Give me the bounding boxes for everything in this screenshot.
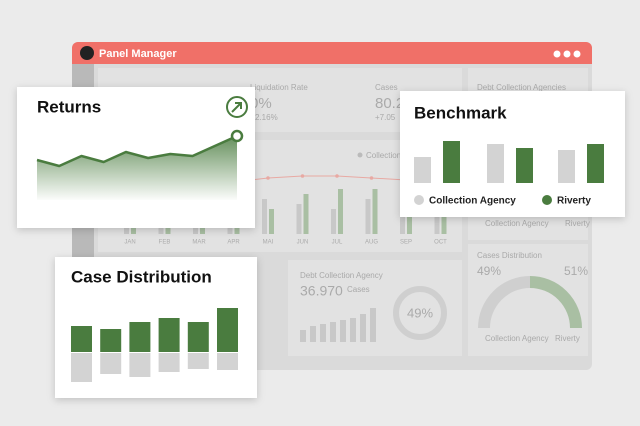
legend-swatch [542,195,552,205]
agency-bar [360,314,366,342]
stat-change: +7.05 [375,113,396,122]
bg-line-point [266,176,270,180]
card-title: Benchmark [414,103,507,122]
legend-label: Riverty [565,219,590,228]
bg-bar [331,209,336,234]
month-label: AUG [365,240,378,246]
window-dot [553,50,561,58]
gauge-right-arc [529,276,582,329]
month-label: MAR [192,240,206,246]
agency-value: 36.970 [300,283,343,299]
upper-bar [187,322,209,352]
lower-bar [187,353,209,369]
lower-bar [217,353,238,370]
bg-bar [365,199,371,234]
bg-bar [269,209,274,234]
returns-area [37,136,237,200]
legend-label: Collection Agency [429,196,516,207]
legend-label: Collection Agency [485,334,549,343]
gauge-right: 51% [564,264,588,278]
agency-bar [310,326,316,342]
bg-bar [407,204,412,234]
lower-bar [129,353,151,377]
agency-bar [330,322,336,342]
benchmark-bar [487,144,504,183]
upper-bar [129,322,151,352]
month-label: JAN [124,240,135,246]
agency-unit: Cases [347,285,370,294]
upper-bar [71,326,92,352]
window-dot [573,50,581,58]
bg-line-point [335,174,339,178]
agency-bar [370,308,376,342]
stat-change: 2.16% [255,113,278,122]
arrow-icon[interactable] [226,96,248,118]
agency-bar [300,330,306,342]
bg-bar [296,204,302,234]
bg-bar [338,189,343,234]
upper-bar [158,318,180,352]
card-title: Case Distribution [71,267,212,286]
month-label: MAI [263,240,274,246]
month-label: OCT [434,240,447,246]
bg-bar [434,209,440,234]
bg-bar [262,199,267,234]
agency-bar [340,320,346,342]
card-title: Returns [37,97,101,116]
legend-dot [357,152,363,158]
lower-bar [100,353,122,374]
month-label: SEP [400,240,412,246]
gauge-left-arc [478,276,531,329]
donut-label: 49% [407,305,433,320]
upper-bar [217,308,238,352]
legend-label: Collection Agency [485,219,549,228]
month-label: APR [227,240,240,246]
donut [393,286,447,340]
arrow-glyph [231,102,242,113]
returns-end-point [230,129,244,143]
stat-label: Liquidation Rate [250,83,308,92]
bg-line-point [369,176,374,180]
gauge-left: 49% [477,264,501,278]
legend-label: Collection Agency [366,151,430,160]
panel-title: Debt Collection Agencies [477,83,566,92]
month-label: JUN [297,240,309,246]
stat-value: 80.2 [375,95,404,112]
legend-swatch [414,195,424,205]
bg-bar [124,224,129,234]
stat-label: Cases [375,83,398,92]
lower-bar [158,353,180,372]
benchmark-bar [558,150,575,183]
bg-bar [303,194,309,234]
lower-bar [71,353,92,382]
benchmark-bar [587,144,604,183]
benchmark-bar [516,148,533,183]
window-dot [563,50,571,58]
month-label: JUL [332,240,343,246]
panel-title: Debt Collection Agency [300,271,383,280]
bg-line-point [300,174,305,178]
panel-title: Cases Distribution [477,251,542,260]
window-title: Panel Manager [99,48,177,60]
legend-label: Riverty [555,334,580,343]
returns-line [36,134,238,168]
app-logo [80,46,94,60]
benchmark-bar [414,157,431,183]
agency-bar [350,318,356,342]
stat-value: 0% [250,95,272,112]
title-bar [72,42,592,64]
benchmark-bar [443,141,460,183]
agency-bar [320,324,326,342]
bg-bar [372,189,378,234]
upper-bar [100,329,122,352]
legend-label: Riverty [557,196,591,207]
month-label: FEB [159,240,171,246]
